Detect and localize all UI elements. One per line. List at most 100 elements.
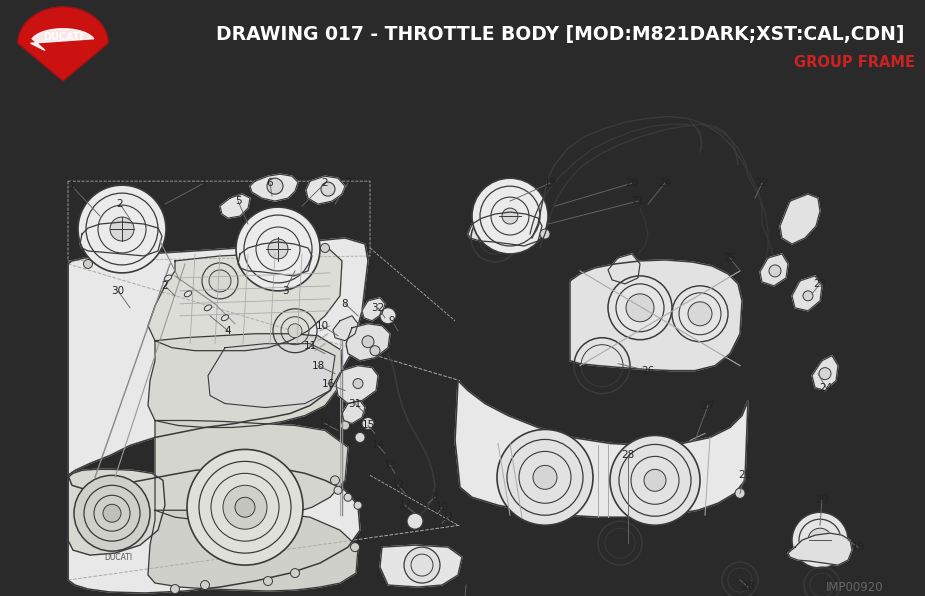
Polygon shape [362, 298, 385, 321]
Circle shape [533, 465, 557, 489]
Circle shape [472, 178, 548, 254]
Circle shape [497, 430, 593, 525]
Circle shape [608, 276, 672, 340]
Polygon shape [468, 212, 542, 246]
Text: 17: 17 [399, 500, 412, 510]
Text: 30: 30 [111, 286, 125, 296]
Polygon shape [238, 242, 312, 276]
Circle shape [264, 576, 273, 585]
Circle shape [288, 324, 302, 338]
Text: 27: 27 [701, 401, 715, 411]
Circle shape [355, 433, 365, 442]
Polygon shape [148, 510, 358, 591]
Text: 14: 14 [371, 440, 385, 451]
Polygon shape [148, 334, 342, 427]
Circle shape [819, 368, 831, 380]
Polygon shape [792, 276, 822, 311]
Text: 8: 8 [341, 299, 349, 309]
Text: 3: 3 [199, 179, 205, 189]
Text: 28: 28 [741, 582, 755, 592]
Circle shape [735, 488, 745, 498]
Polygon shape [570, 260, 742, 371]
Polygon shape [18, 7, 108, 81]
Circle shape [103, 504, 121, 522]
Text: DRAWING 017 - THROTTLE BODY [MOD:M821DARK;XST:CAL,CDN]: DRAWING 017 - THROTTLE BODY [MOD:M821DAR… [216, 24, 905, 44]
Circle shape [346, 331, 354, 340]
Ellipse shape [221, 315, 228, 321]
Text: 25: 25 [723, 253, 736, 263]
Text: IMP00920: IMP00920 [826, 581, 883, 594]
Circle shape [610, 436, 700, 525]
Circle shape [290, 569, 300, 578]
Text: 21: 21 [738, 470, 752, 480]
Polygon shape [208, 344, 335, 408]
Text: GROUP FRAME: GROUP FRAME [795, 55, 916, 70]
Polygon shape [220, 194, 250, 218]
Circle shape [235, 497, 255, 517]
Polygon shape [346, 324, 390, 361]
Circle shape [353, 378, 363, 389]
Polygon shape [788, 533, 852, 565]
Circle shape [268, 239, 288, 259]
Text: 11: 11 [303, 341, 316, 350]
Polygon shape [780, 194, 820, 244]
Circle shape [201, 581, 209, 589]
Circle shape [223, 485, 267, 529]
Polygon shape [80, 222, 162, 256]
Text: 5: 5 [235, 196, 241, 206]
Text: 16: 16 [321, 378, 335, 389]
Circle shape [644, 470, 666, 491]
Polygon shape [380, 545, 462, 587]
Circle shape [404, 547, 440, 583]
Circle shape [334, 486, 342, 494]
Circle shape [236, 207, 320, 291]
Text: 11: 11 [441, 512, 454, 522]
Text: 15: 15 [362, 420, 375, 430]
Polygon shape [336, 365, 378, 403]
Circle shape [321, 182, 335, 196]
Text: 20: 20 [816, 495, 829, 505]
Circle shape [370, 346, 380, 356]
Text: 9: 9 [388, 316, 395, 326]
Text: DUCATI: DUCATI [43, 32, 83, 42]
Text: 24: 24 [820, 383, 832, 393]
Text: 7: 7 [345, 178, 352, 188]
Circle shape [74, 476, 150, 551]
Circle shape [502, 208, 518, 224]
Circle shape [320, 244, 329, 253]
Circle shape [407, 513, 423, 529]
Circle shape [769, 265, 781, 277]
Text: DUCATI: DUCATI [104, 552, 132, 561]
Circle shape [83, 259, 93, 268]
Text: 19: 19 [543, 178, 557, 188]
Text: 4: 4 [225, 326, 231, 336]
Polygon shape [250, 174, 298, 201]
Text: 22: 22 [756, 178, 769, 188]
Circle shape [672, 286, 728, 342]
Polygon shape [155, 421, 348, 522]
Text: 24: 24 [659, 178, 672, 188]
Circle shape [362, 417, 374, 430]
Circle shape [170, 585, 179, 594]
Text: 10: 10 [436, 502, 449, 512]
Polygon shape [148, 248, 342, 350]
Circle shape [351, 542, 360, 552]
Circle shape [78, 185, 166, 273]
Circle shape [808, 528, 832, 552]
Polygon shape [812, 356, 838, 390]
Polygon shape [31, 29, 93, 51]
Polygon shape [68, 470, 165, 555]
Circle shape [110, 217, 134, 241]
Text: 2: 2 [117, 199, 123, 209]
Text: 8: 8 [432, 492, 438, 502]
Ellipse shape [165, 275, 172, 281]
Circle shape [354, 501, 362, 509]
Text: 2: 2 [162, 281, 168, 291]
Circle shape [340, 421, 350, 430]
Text: 6: 6 [266, 178, 273, 188]
Circle shape [803, 291, 813, 301]
Circle shape [330, 476, 339, 485]
Polygon shape [68, 238, 368, 476]
Text: 13: 13 [383, 460, 397, 470]
Text: 21: 21 [632, 196, 645, 206]
